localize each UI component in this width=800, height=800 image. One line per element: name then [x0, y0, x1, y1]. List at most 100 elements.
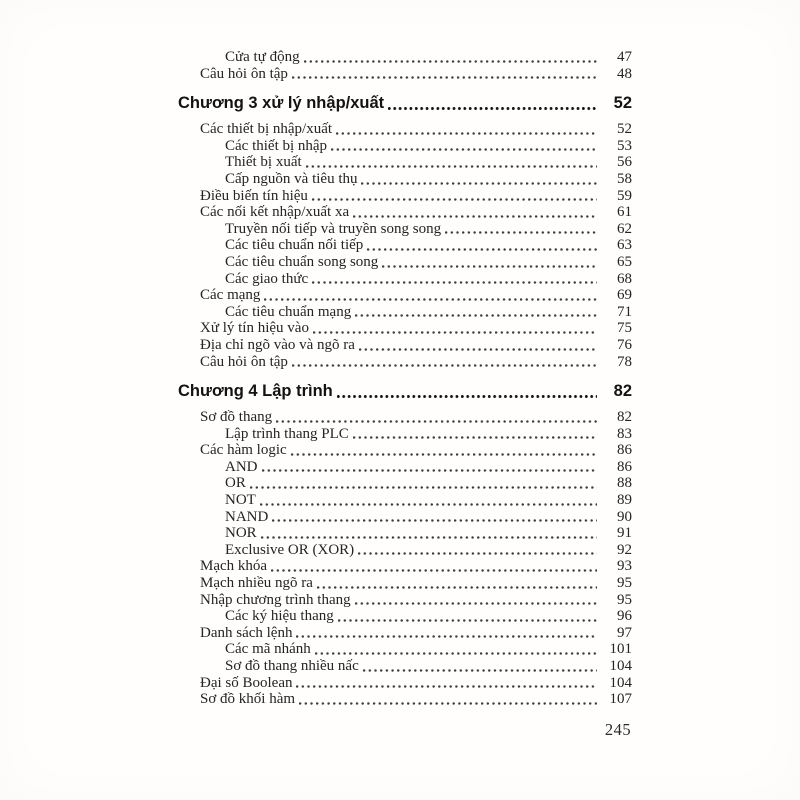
toc-entry-title: Exclusive OR (XOR)	[225, 541, 355, 558]
dotted-leader	[305, 164, 597, 168]
dotted-leader	[276, 419, 597, 423]
dotted-leader	[358, 552, 597, 556]
dotted-leader	[296, 685, 597, 689]
dotted-leader	[352, 436, 597, 440]
table-of-contents: Cửa tự động 47 Câu hỏi ôn tập 48 Chương 3 xử…	[178, 49, 632, 708]
folio-page-number: 245	[604, 720, 632, 739]
toc-entry-row: Sơ đồ thang 82	[178, 409, 632, 426]
toc-entry-page-number: 48	[617, 65, 632, 82]
dotted-leader	[362, 668, 597, 672]
toc-entry-page-number: 97	[617, 624, 632, 641]
dotted-leader	[296, 635, 597, 639]
toc-entry-title: NAND	[225, 508, 269, 525]
toc-entry-row: Sơ đồ thang nhiều nấc 104	[178, 658, 632, 675]
toc-entry-page-number: 93	[617, 558, 632, 575]
toc-entry-page-number: 58	[617, 170, 632, 187]
toc-entry-page-number: 63	[617, 237, 632, 254]
toc-entry-row: Lập trình thang PLC 83	[178, 426, 632, 443]
toc-entry-row: Thiết bị xuất 56	[178, 154, 632, 171]
toc-entry-title: Câu hỏi ôn tập	[200, 353, 288, 370]
toc-entry-row: Câu hỏi ôn tập 78	[178, 354, 632, 371]
toc-entry-page-number: 86	[617, 458, 632, 475]
toc-entry-page-number: 78	[617, 353, 632, 370]
dotted-leader	[271, 569, 597, 573]
toc-entry-page-number: 91	[617, 525, 632, 542]
toc-entry-page-number: 92	[617, 541, 632, 558]
toc-entry-title: Chương 3 xử lý nhập/xuất	[178, 94, 385, 113]
toc-entry-row: Cấp nguồn và tiêu thụ 58	[178, 171, 632, 188]
toc-entry-page-number: 71	[617, 303, 632, 320]
dotted-leader	[291, 364, 597, 368]
toc-entry-page-number: 107	[609, 691, 633, 708]
toc-entry-page-number: 75	[617, 320, 632, 337]
toc-entry-row: Các mã nhánh 101	[178, 641, 632, 658]
toc-entry-title: Đại số Boolean	[200, 674, 293, 691]
toc-chapter-row: Chương 3 xử lý nhập/xuất 52	[178, 93, 632, 114]
toc-entry-title: Các mạng	[200, 287, 261, 304]
toc-entry-row: NAND 90	[178, 509, 632, 526]
toc-entry-row: Các tiêu chuẩn nối tiếp 63	[178, 237, 632, 254]
toc-entry-page-number: 90	[617, 508, 632, 525]
dotted-leader	[290, 452, 597, 456]
dotted-leader	[259, 502, 597, 506]
toc-entry-row: Danh sách lệnh 97	[178, 625, 632, 642]
toc-entry-row: Sơ đồ khối hàm 107	[178, 691, 632, 708]
toc-entry-title: Câu hỏi ôn tập	[200, 65, 288, 82]
toc-entry-title: Điều biến tín hiệu	[200, 187, 308, 204]
toc-entry-page-number: 82	[617, 409, 632, 426]
toc-entry-row: Các tiêu chuẩn song song 65	[178, 254, 632, 271]
toc-entry-row: OR 88	[178, 475, 632, 492]
toc-entry-title: Các mã nhánh	[225, 641, 311, 658]
toc-entry-page-number: 86	[617, 442, 632, 459]
toc-entry-title: Xử lý tín hiệu vào	[200, 320, 309, 337]
toc-entry-title: Các nối kết nhập/xuất xa	[200, 204, 350, 221]
dotted-leader	[336, 131, 597, 135]
toc-entry-row: Các hàm logic 86	[178, 442, 632, 459]
dotted-leader	[299, 701, 597, 705]
toc-entry-page-number: 61	[617, 204, 632, 221]
toc-entry-page-number: 83	[617, 425, 632, 442]
toc-entry-title: Mạch khóa	[200, 558, 268, 575]
toc-entry-row: Các tiêu chuẩn mạng 71	[178, 304, 632, 321]
toc-entry-row: NOR 91	[178, 525, 632, 542]
toc-entry-title: Các ký hiệu thang	[225, 608, 334, 625]
toc-entry-title: Sơ đồ khối hàm	[200, 691, 296, 708]
dotted-leader	[314, 652, 597, 655]
toc-entry-page-number: 95	[617, 591, 632, 608]
toc-entry-title: NOT	[225, 492, 256, 509]
dotted-leader	[311, 198, 597, 202]
toc-entry-row: Đại số Boolean 104	[178, 675, 632, 692]
toc-entry-page-number: 101	[609, 641, 633, 658]
toc-entry-page-number: 89	[617, 492, 632, 509]
dotted-leader	[337, 618, 597, 622]
toc-entry-row: Exclusive OR (XOR) 92	[178, 542, 632, 559]
toc-entry-row: Cửa tự động 47	[178, 49, 632, 66]
toc-entry-row: Xử lý tín hiệu vào 75	[178, 320, 632, 337]
toc-entry-title: Sơ đồ thang	[200, 409, 273, 426]
toc-entry-title: Các tiêu chuẩn mạng	[225, 303, 352, 320]
toc-entry-page-number: 52	[617, 121, 632, 138]
dotted-leader	[316, 585, 597, 589]
toc-entry-row: Các giao thức 68	[178, 271, 632, 288]
dotted-leader	[303, 59, 597, 63]
toc-entry-title: OR	[225, 475, 246, 492]
toc-entry-page-number: 96	[617, 608, 632, 625]
toc-entry-page-number: 68	[617, 270, 632, 287]
toc-entry-row: NOT 89	[178, 492, 632, 509]
toc-entry-title: Thiết bị xuất	[225, 154, 302, 171]
toc-entry-row: Nhập chương trình thang 95	[178, 592, 632, 609]
toc-entry-title: Các hàm logic	[200, 442, 287, 459]
toc-entry-page-number: 59	[617, 187, 632, 204]
dotted-leader	[355, 314, 597, 318]
toc-entry-title: Lập trình thang PLC	[225, 425, 349, 442]
dotted-leader	[264, 297, 597, 301]
toc-entry-page-number: 65	[617, 253, 632, 270]
toc-entry-title: Sơ đồ thang nhiều nấc	[225, 658, 359, 674]
toc-entry-page-number: 56	[617, 154, 632, 171]
toc-entry-row: Các thiết bị nhập 53	[178, 138, 632, 155]
toc-entry-row: Câu hỏi ôn tập 48	[178, 66, 632, 83]
dotted-leader	[291, 76, 597, 80]
toc-entry-page-number: 95	[617, 575, 632, 592]
toc-entry-row: Truyền nối tiếp và truyền song song 62	[178, 221, 632, 238]
